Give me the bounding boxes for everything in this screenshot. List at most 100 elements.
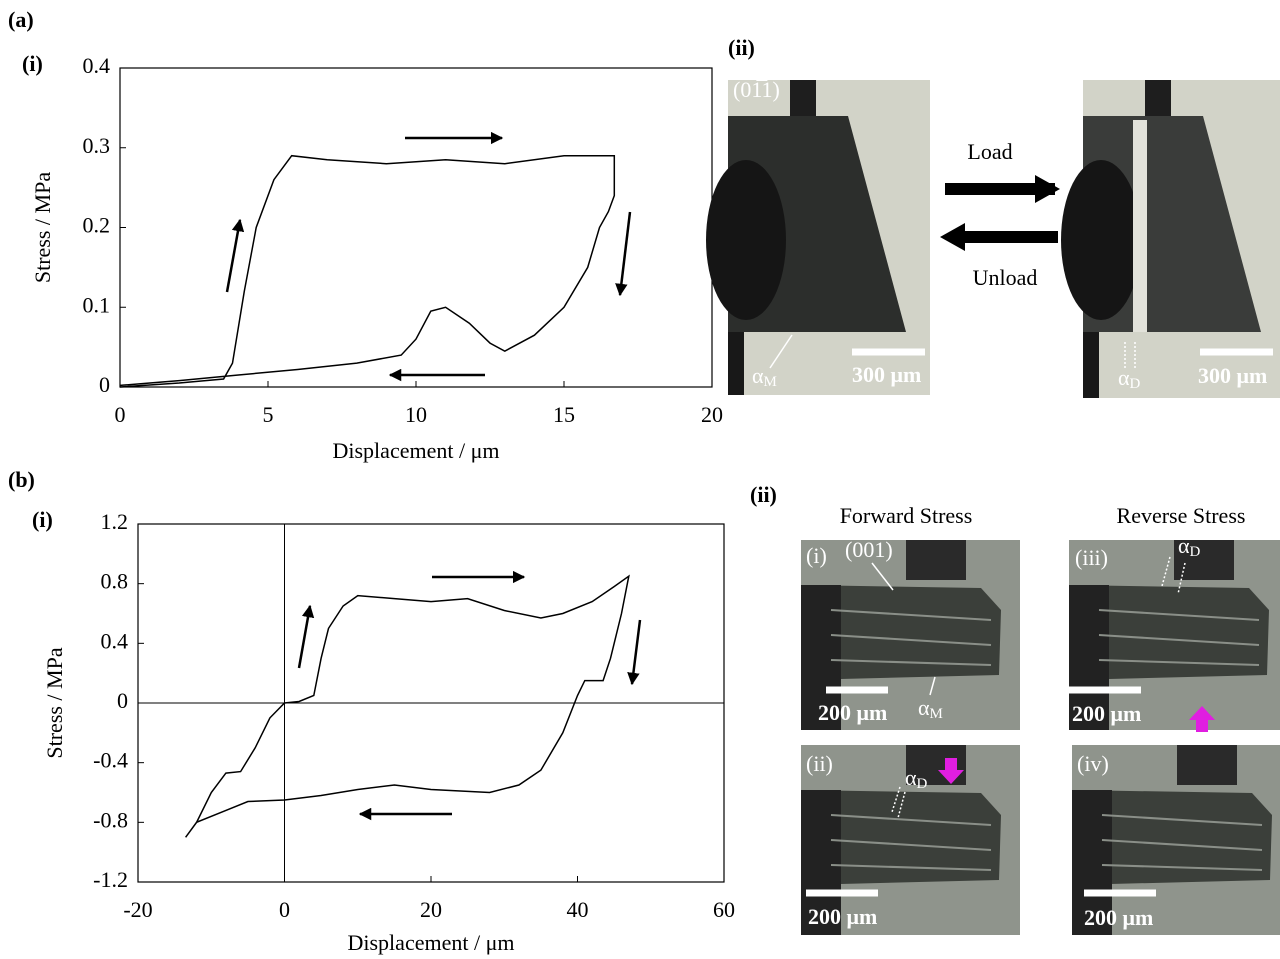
shadow xyxy=(706,160,786,320)
phase-subscript: D xyxy=(1130,376,1141,392)
y-tick-label: 0.2 xyxy=(83,213,111,238)
phase-symbol: α xyxy=(1178,533,1190,558)
phase-symbol: α xyxy=(905,765,917,790)
micrograph: 300 μm (01̅1) αM xyxy=(706,77,930,395)
y-tick-label: 0.4 xyxy=(83,53,111,78)
y-tick-label: 0.8 xyxy=(101,569,129,594)
data-line xyxy=(184,574,630,838)
plane-label: (001) xyxy=(845,537,893,562)
x-axis-label: Displacement / μm xyxy=(348,930,515,955)
y-tick-label: -0.8 xyxy=(93,807,128,832)
phase-label: αD xyxy=(1118,365,1141,392)
grip xyxy=(1083,332,1099,398)
sample-post xyxy=(1177,745,1237,785)
sample-post xyxy=(1145,80,1171,116)
phase-symbol: α xyxy=(1118,365,1130,390)
crystal xyxy=(1072,790,1272,885)
sample-post xyxy=(790,80,816,116)
leader xyxy=(891,786,901,813)
load-arrow-head xyxy=(1035,175,1060,203)
unload-arrow-head xyxy=(940,223,965,251)
leader xyxy=(929,676,936,696)
x-tick-label: 20 xyxy=(420,897,442,922)
y-tick-label: 1.2 xyxy=(101,509,129,534)
grip xyxy=(1072,790,1112,935)
grip xyxy=(1069,585,1109,730)
micrograph: 200 μm (ii) αD xyxy=(801,745,1020,935)
column-title: Reverse Stress xyxy=(1117,503,1246,528)
martensite-band xyxy=(1133,120,1147,332)
x-tick-label: 15 xyxy=(553,402,575,427)
y-axis-label: Stress / MPa xyxy=(42,647,67,758)
micrograph: 200 μm (i) (001) αM xyxy=(801,537,1020,730)
streaks xyxy=(830,609,992,666)
data-line xyxy=(119,154,616,388)
micrograph: 200 μm (iv) xyxy=(1072,745,1280,935)
streaks xyxy=(1098,609,1260,666)
direction-arrows xyxy=(225,131,642,821)
sample-post xyxy=(1174,540,1234,580)
sample-post xyxy=(906,540,966,580)
phase-label: αD xyxy=(1178,533,1201,560)
y-tick-label: 0 xyxy=(117,688,128,713)
column-title: Forward Stress xyxy=(840,503,973,528)
phase-label: αM xyxy=(752,363,777,390)
phase-subscript: M xyxy=(930,706,943,722)
x-axis-label: Displacement / μm xyxy=(333,438,500,463)
magenta-arrow xyxy=(938,758,964,784)
phase-symbol: α xyxy=(752,363,764,388)
y-tick-label: 0.4 xyxy=(101,628,129,653)
x-tick-label: 10 xyxy=(405,402,427,427)
photo-label: (ii) xyxy=(806,751,833,776)
leader xyxy=(871,562,894,591)
panel-label: (i) xyxy=(22,51,43,76)
leader xyxy=(1177,562,1186,595)
phase-label: αD xyxy=(905,765,928,792)
y-axis-label: Stress / MPa xyxy=(30,172,55,283)
magenta-arrow xyxy=(1189,706,1215,732)
streaks xyxy=(830,814,992,871)
phase-subscript: M xyxy=(764,374,777,390)
crystal xyxy=(801,790,1001,885)
streaks xyxy=(1101,814,1263,871)
x-tick-label: -20 xyxy=(123,897,152,922)
scale-label: 300 μm xyxy=(1198,363,1267,388)
grip xyxy=(801,585,841,730)
y-tick-label: 0 xyxy=(99,372,110,397)
leader xyxy=(769,334,793,369)
phase-label: αM xyxy=(918,695,943,722)
x-tick-label: 0 xyxy=(279,897,290,922)
panel-label: (i) xyxy=(32,507,53,532)
phase-subscript: D xyxy=(917,776,928,792)
x-tick-label: 40 xyxy=(567,897,589,922)
load-label: Load xyxy=(967,139,1012,164)
scale-label: 200 μm xyxy=(1084,905,1153,930)
scale-label: 200 μm xyxy=(808,904,877,929)
panel-label: (b) xyxy=(8,467,35,492)
y-tick-label: 0.1 xyxy=(83,292,111,317)
y-tick-label: -1.2 xyxy=(93,867,128,892)
x-tick-label: 0 xyxy=(115,402,126,427)
x-tick-label: 20 xyxy=(701,402,723,427)
unload-label: Unload xyxy=(973,265,1038,290)
photo-label: (iii) xyxy=(1075,545,1108,570)
shadow xyxy=(1061,160,1141,320)
phase-subscript: D xyxy=(1190,544,1201,560)
leader xyxy=(897,791,906,819)
phase-symbol: α xyxy=(918,695,930,720)
panel-label: (a) xyxy=(8,7,34,32)
leader xyxy=(1161,556,1171,587)
panel-label: (ii) xyxy=(728,35,755,60)
y-tick-label: -0.4 xyxy=(93,748,128,773)
photo-label: (iv) xyxy=(1077,751,1109,776)
micrograph: 300 μm αD xyxy=(1061,80,1280,398)
crystal xyxy=(1069,585,1269,680)
crystal xyxy=(801,585,1001,680)
x-tick-label: 5 xyxy=(263,402,274,427)
grip xyxy=(728,332,744,395)
y-tick-label: 0.3 xyxy=(83,133,111,158)
plane-label: (01̅1) xyxy=(733,77,780,102)
micrograph: 200 μm (iii) αD xyxy=(1069,533,1280,732)
scale-label: 200 μm xyxy=(818,700,887,725)
